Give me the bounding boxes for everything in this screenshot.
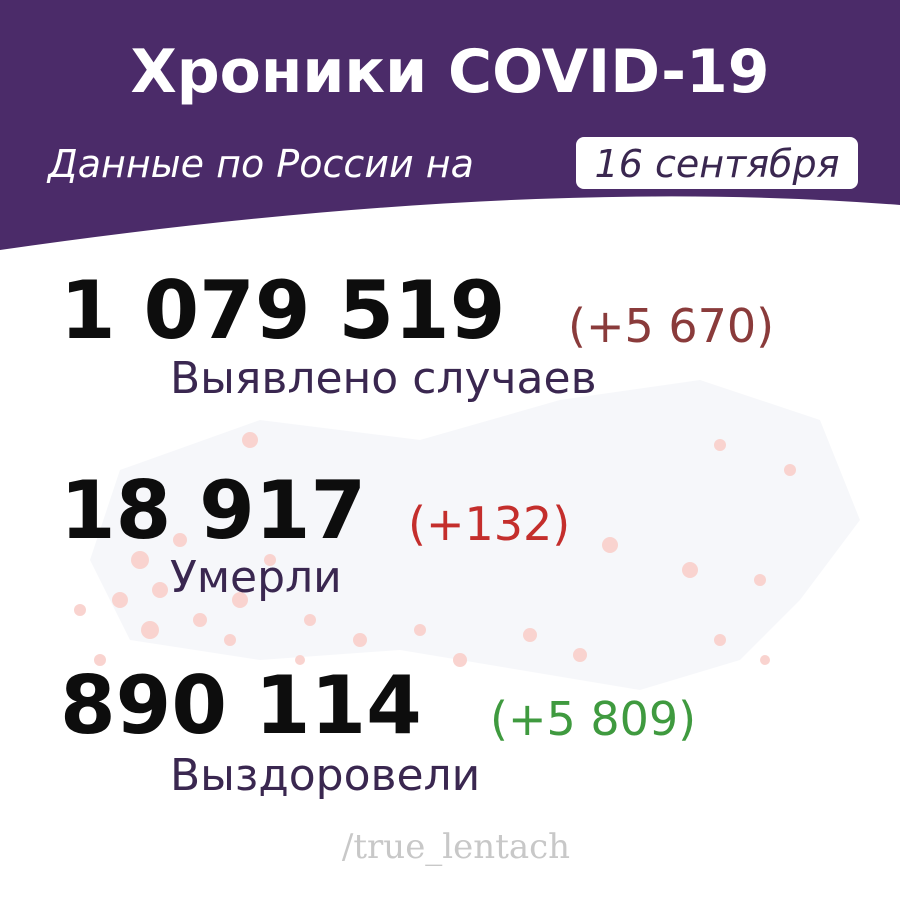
stat-label: Выздоровели [170,750,480,801]
stat-delta: (+132) [408,497,570,551]
subtitle: Данные по России на [46,142,474,186]
stat-label: Умерли [170,552,342,603]
stat-delta: (+5 670) [568,299,774,353]
stat-label: Выявлено случаев [170,353,597,404]
stat-delta: (+5 809) [490,692,696,746]
date: 16 сентября [595,142,840,186]
footer: /true_lentach [342,827,570,867]
stat-value: 890 114 [60,659,422,752]
date-box [576,137,858,189]
title: Хроники COVID-19 [130,37,769,107]
map-background [74,380,860,690]
stat-value: 1 079 519 [60,264,505,357]
stat-value: 18 917 [60,464,366,557]
